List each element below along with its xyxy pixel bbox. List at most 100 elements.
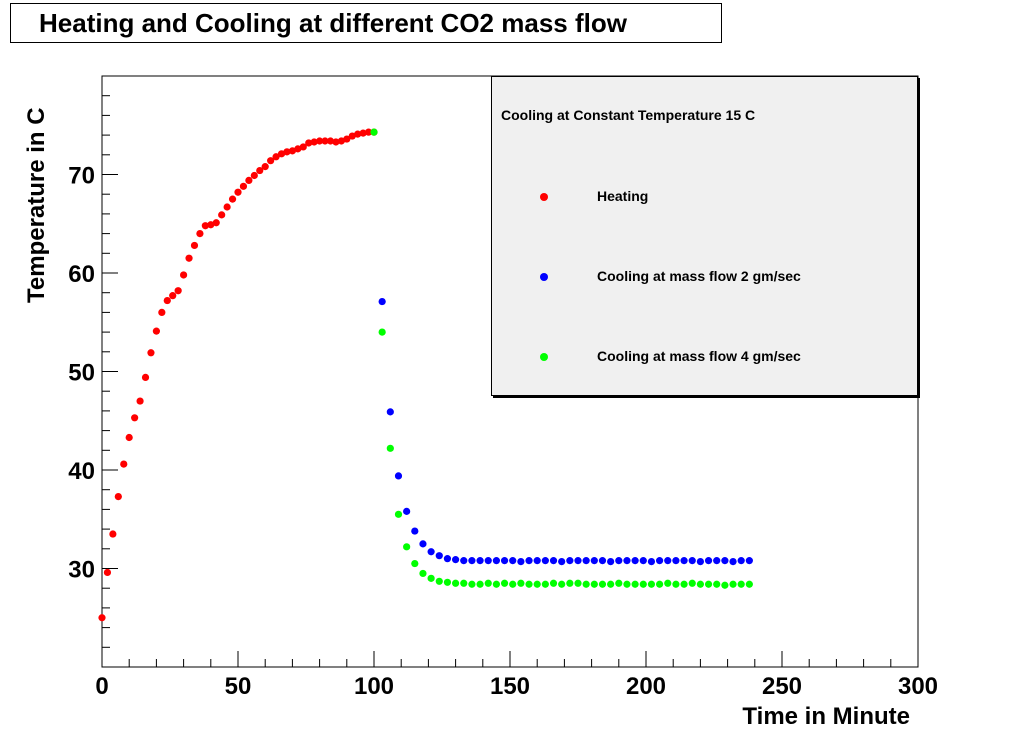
data-point [403, 507, 411, 515]
data-point [647, 558, 656, 566]
data-point [435, 552, 443, 560]
axes: 0 50 100 150 200 250 300 30 40 50 60 70 [68, 75, 938, 700]
data-point [672, 557, 680, 565]
data-point [443, 555, 452, 563]
data-point [476, 557, 484, 565]
data-point [533, 580, 541, 588]
data-point [288, 147, 296, 155]
x-tick-label: 100 [354, 673, 394, 700]
data-point [607, 558, 615, 566]
data-point [452, 556, 460, 564]
data-point [419, 540, 427, 548]
data-point [267, 157, 275, 165]
data-point [721, 581, 729, 589]
data-point [696, 558, 705, 566]
y-axis-label: Temperature in C [23, 107, 50, 303]
data-point [745, 580, 753, 588]
data-point [419, 569, 427, 578]
data-point [174, 287, 182, 295]
legend-marker-heating [540, 193, 548, 201]
chart-title: Heating and Cooling at different CO2 mas… [10, 3, 722, 43]
data-point [343, 135, 351, 143]
data-point [212, 219, 220, 227]
data-point [250, 171, 258, 180]
data-point [277, 150, 286, 158]
data-point [484, 557, 492, 565]
data-point [737, 557, 745, 565]
data-point [201, 222, 209, 230]
data-point [729, 558, 737, 566]
legend-entry-cooling-2: Cooling at mass flow 2 gm/sec [492, 267, 912, 287]
data-point [704, 580, 713, 588]
data-point [598, 557, 607, 565]
data-point [272, 153, 280, 161]
data-point [492, 580, 500, 588]
data-point [136, 397, 144, 405]
data-point [607, 580, 615, 588]
data-point [525, 580, 533, 588]
data-point [721, 557, 729, 565]
series-2 [370, 128, 753, 589]
data-point [427, 548, 435, 556]
x-tick-label: 150 [490, 673, 530, 700]
data-point [316, 137, 324, 145]
data-point [549, 579, 558, 587]
data-point [443, 578, 452, 586]
data-point [218, 211, 226, 219]
data-point [256, 166, 264, 175]
data-point [598, 580, 607, 588]
y-tick-label: 30 [68, 557, 95, 584]
data-point [647, 580, 656, 588]
data-point [370, 128, 378, 136]
x-tick-label: 50 [225, 673, 252, 700]
data-point [386, 444, 394, 452]
data-point [234, 188, 242, 196]
data-point [484, 579, 492, 587]
x-tick-label: 250 [762, 673, 802, 700]
data-point [664, 557, 672, 565]
data-point [541, 580, 549, 588]
data-point [185, 254, 193, 262]
data-point [190, 241, 199, 250]
data-point [332, 138, 340, 146]
data-point [163, 296, 171, 305]
data-point [680, 580, 688, 588]
data-point [574, 579, 582, 587]
data-point [590, 557, 598, 565]
data-point [98, 614, 106, 622]
data-point [509, 580, 517, 588]
data-point [688, 579, 696, 587]
data-point [460, 557, 468, 565]
data-point [468, 557, 476, 565]
y-tick-label: 60 [68, 261, 95, 288]
data-point [729, 580, 737, 588]
data-point [299, 143, 307, 151]
data-point [623, 557, 631, 565]
data-point [337, 137, 345, 145]
data-point [223, 203, 231, 211]
data-point [348, 132, 356, 140]
data-point [558, 580, 566, 588]
data-points [98, 128, 753, 622]
data-point [582, 580, 590, 588]
data-point [294, 145, 302, 153]
data-point [713, 557, 721, 565]
data-point [305, 139, 313, 147]
data-point [713, 580, 721, 588]
data-point [196, 230, 204, 238]
data-point [566, 557, 574, 565]
data-point [386, 408, 394, 416]
legend-label-cooling-2: Cooling at mass flow 2 gm/sec [597, 268, 801, 284]
x-tick-label: 300 [898, 673, 938, 700]
data-point [120, 460, 128, 468]
data-point [103, 568, 112, 577]
legend-marker-cooling-4 [540, 353, 548, 361]
data-point [631, 580, 639, 588]
data-point [631, 557, 639, 565]
legend-label-cooling-4: Cooling at mass flow 4 gm/sec [597, 348, 801, 364]
x-axis-label: Time in Minute [742, 703, 910, 730]
data-point [639, 580, 647, 588]
data-point [517, 558, 525, 566]
data-point [326, 137, 335, 145]
